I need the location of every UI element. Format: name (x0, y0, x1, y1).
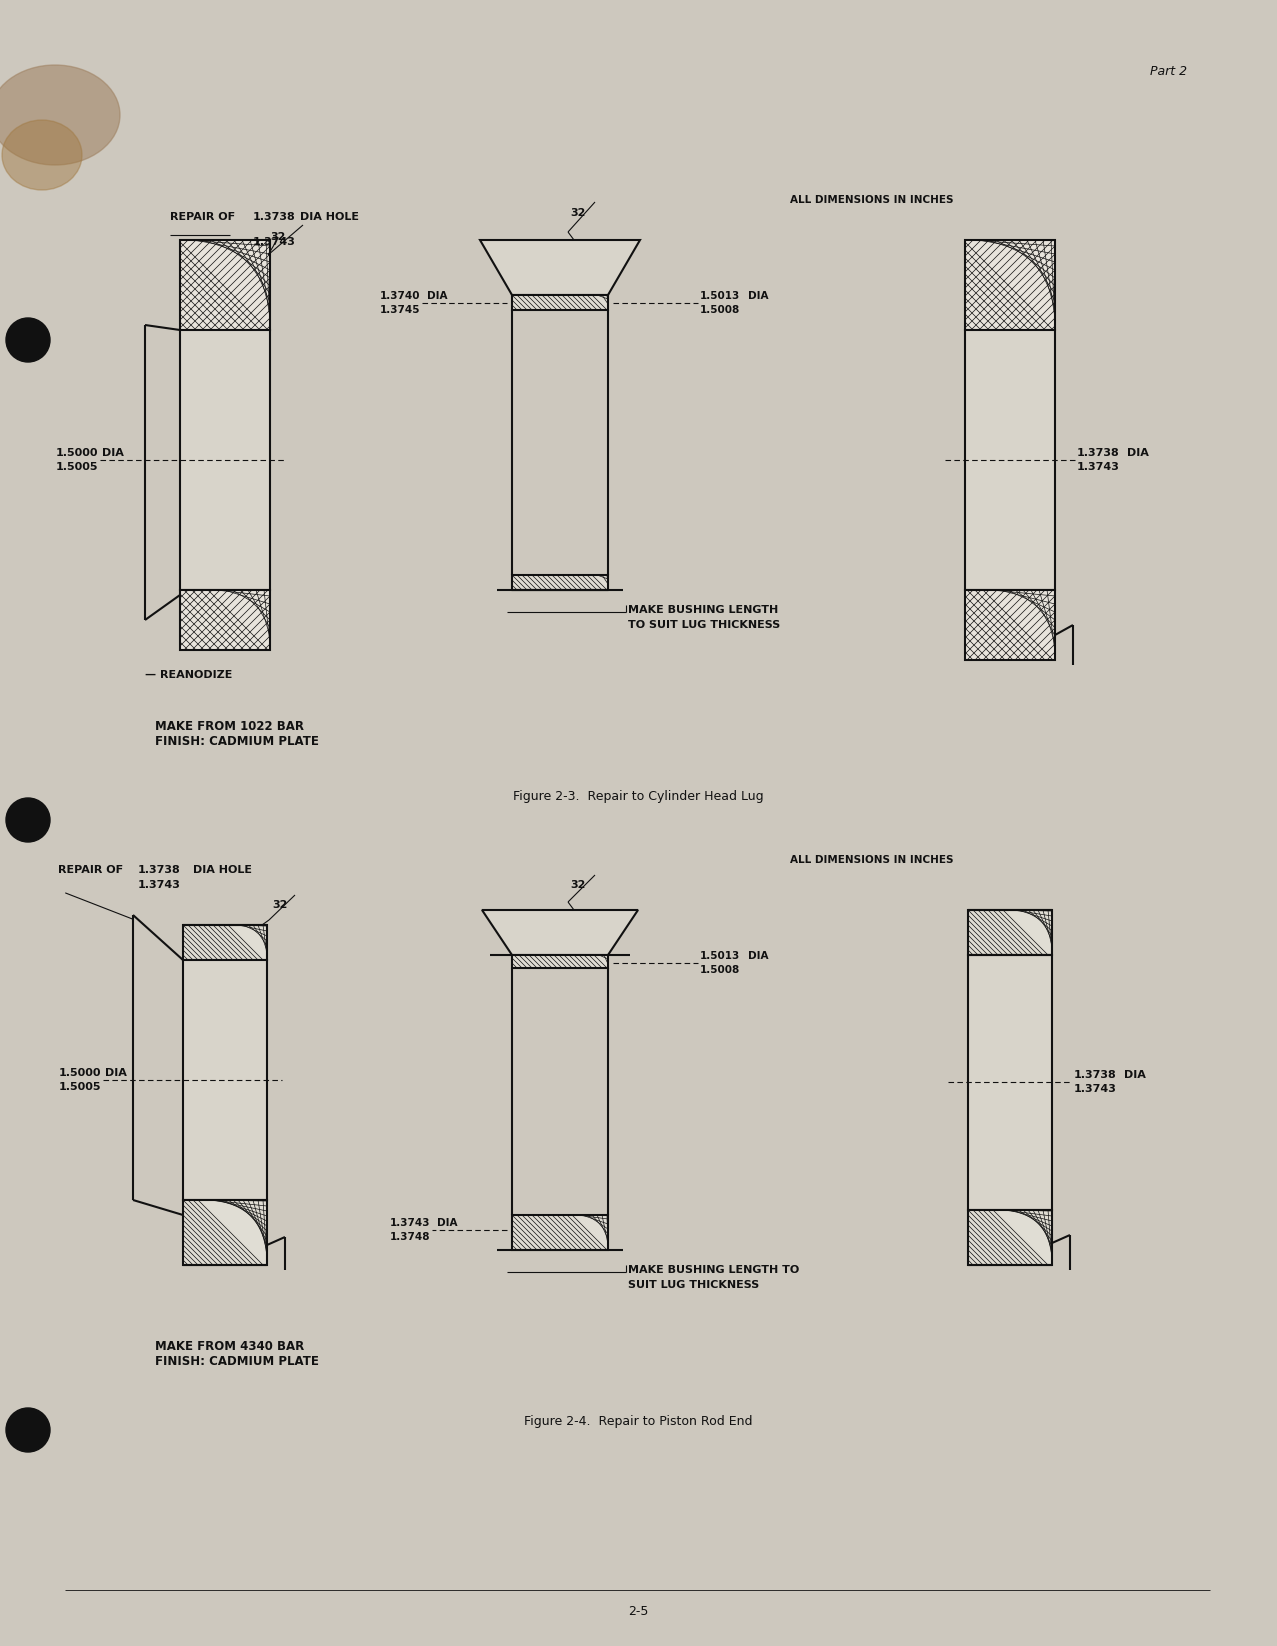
Text: 32: 32 (272, 900, 287, 910)
Text: 1.3743: 1.3743 (253, 237, 296, 247)
Text: 1.5013: 1.5013 (700, 291, 741, 301)
Text: 1.3748: 1.3748 (389, 1231, 430, 1243)
Text: REPAIR OF: REPAIR OF (57, 866, 123, 876)
Polygon shape (481, 910, 638, 955)
Text: 1.3743: 1.3743 (389, 1218, 430, 1228)
Bar (180, 240, 269, 329)
Bar (183, 960, 267, 1200)
Text: DIA HOLE: DIA HOLE (193, 866, 252, 876)
Text: 1.3743: 1.3743 (1077, 463, 1120, 472)
Circle shape (6, 798, 50, 843)
Text: 1.5005: 1.5005 (59, 1081, 101, 1091)
Text: 1.3740: 1.3740 (379, 291, 420, 301)
Bar (965, 240, 1055, 329)
Bar (512, 1215, 608, 1249)
Text: — REANODIZE: — REANODIZE (146, 670, 232, 680)
Text: DIA: DIA (748, 951, 769, 961)
Text: DIA: DIA (102, 448, 124, 458)
Text: REPAIR OF: REPAIR OF (170, 212, 235, 222)
Text: 1.5008: 1.5008 (700, 965, 741, 974)
Text: DIA: DIA (437, 1218, 457, 1228)
Text: 1.3738: 1.3738 (1077, 448, 1120, 458)
Text: DIA: DIA (748, 291, 769, 301)
Text: 32: 32 (269, 232, 285, 242)
Circle shape (6, 318, 50, 362)
Text: MAKE FROM 4340 BAR
FINISH: CADMIUM PLATE: MAKE FROM 4340 BAR FINISH: CADMIUM PLATE (155, 1340, 319, 1368)
Text: MAKE BUSHING LENGTH TO: MAKE BUSHING LENGTH TO (628, 1266, 799, 1276)
Ellipse shape (3, 120, 82, 189)
Text: 1.5013: 1.5013 (700, 951, 741, 961)
Text: DIA: DIA (1124, 1070, 1145, 1080)
Bar (180, 589, 269, 650)
Text: DIA HOLE: DIA HOLE (300, 212, 359, 222)
Text: 1.5000: 1.5000 (55, 448, 98, 458)
Text: 32: 32 (570, 881, 585, 890)
Text: TO SUIT LUG THICKNESS: TO SUIT LUG THICKNESS (628, 621, 780, 630)
Bar (512, 955, 608, 968)
Text: 32: 32 (570, 207, 585, 217)
Text: 1.3745: 1.3745 (379, 305, 420, 314)
Bar (968, 955, 1052, 1210)
Bar (512, 574, 608, 589)
Bar (183, 925, 267, 960)
Text: DIA: DIA (1128, 448, 1149, 458)
Bar (183, 1200, 267, 1266)
Bar (968, 910, 1052, 955)
Text: 1.3738: 1.3738 (253, 212, 296, 222)
Text: 1.3743: 1.3743 (1074, 1085, 1117, 1095)
Text: DIA: DIA (427, 291, 447, 301)
Text: ALL DIMENSIONS IN INCHES: ALL DIMENSIONS IN INCHES (790, 854, 954, 866)
Text: ALL DIMENSIONS IN INCHES: ALL DIMENSIONS IN INCHES (790, 194, 954, 206)
Text: Figure 2-4.  Repair to Piston Rod End: Figure 2-4. Repair to Piston Rod End (524, 1416, 752, 1429)
Text: 2-5: 2-5 (628, 1605, 649, 1618)
Polygon shape (480, 240, 640, 295)
Text: 1.3738: 1.3738 (138, 866, 181, 876)
Text: Part 2: Part 2 (1151, 64, 1188, 77)
Text: DIA: DIA (105, 1068, 126, 1078)
Text: 1.3738: 1.3738 (1074, 1070, 1117, 1080)
Circle shape (6, 1407, 50, 1452)
Text: 1.5008: 1.5008 (700, 305, 741, 314)
Bar (965, 589, 1055, 660)
Text: 1.3743: 1.3743 (138, 881, 181, 890)
Bar (180, 329, 269, 589)
Text: MAKE FROM 1022 BAR
FINISH: CADMIUM PLATE: MAKE FROM 1022 BAR FINISH: CADMIUM PLATE (155, 719, 319, 747)
Bar (512, 295, 608, 309)
Bar (968, 1210, 1052, 1266)
Text: Figure 2-3.  Repair to Cylinder Head Lug: Figure 2-3. Repair to Cylinder Head Lug (512, 790, 764, 803)
Text: 1.5000: 1.5000 (59, 1068, 101, 1078)
Text: 1.5005: 1.5005 (55, 463, 98, 472)
Bar (965, 329, 1055, 589)
Text: MAKE BUSHING LENGTH: MAKE BUSHING LENGTH (628, 606, 778, 616)
Ellipse shape (0, 64, 120, 165)
Text: SUIT LUG THICKNESS: SUIT LUG THICKNESS (628, 1281, 760, 1290)
